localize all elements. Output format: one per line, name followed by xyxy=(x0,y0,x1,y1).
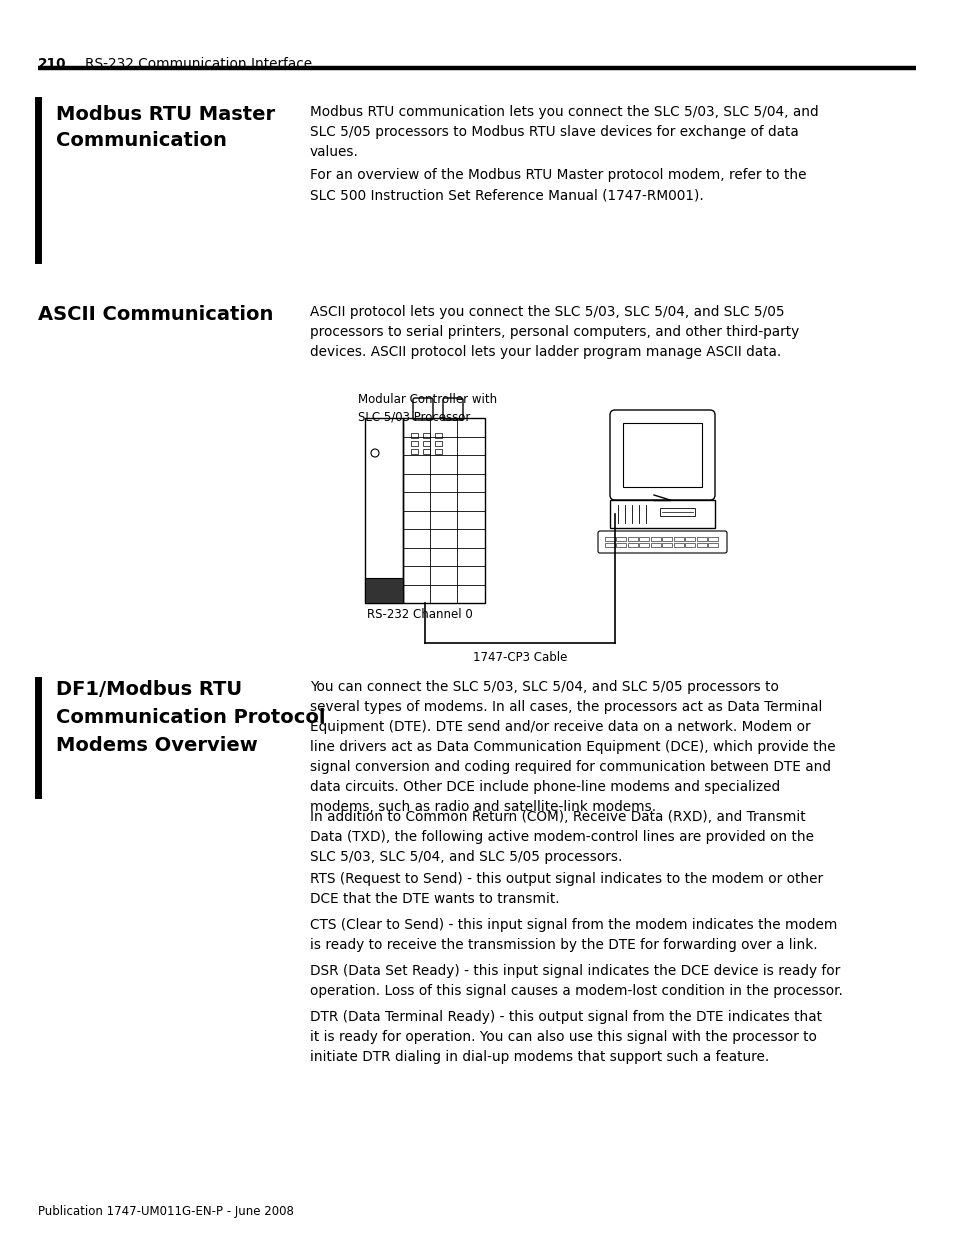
Bar xyxy=(650,537,660,541)
Text: You can connect the SLC 5/03, SLC 5/04, and SLC 5/05 processors to
several types: You can connect the SLC 5/03, SLC 5/04, … xyxy=(310,680,835,814)
Bar xyxy=(673,543,683,547)
Bar xyxy=(673,537,683,541)
Bar xyxy=(422,441,430,446)
Text: 1747-CP3 Cable: 1747-CP3 Cable xyxy=(473,651,567,664)
Text: 210: 210 xyxy=(38,57,67,70)
Bar xyxy=(684,543,695,547)
Bar xyxy=(604,537,615,541)
Text: DF1/Modbus RTU
Communication Protocol
Modems Overview: DF1/Modbus RTU Communication Protocol Mo… xyxy=(56,680,325,755)
Bar xyxy=(411,441,417,446)
Bar xyxy=(411,433,417,438)
Bar xyxy=(639,537,648,541)
Text: ASCII protocol lets you connect the SLC 5/03, SLC 5/04, and SLC 5/05
processors : ASCII protocol lets you connect the SLC … xyxy=(310,305,799,359)
Text: Modbus RTU communication lets you connect the SLC 5/03, SLC 5/04, and
SLC 5/05 p: Modbus RTU communication lets you connec… xyxy=(310,105,818,159)
Bar xyxy=(616,537,625,541)
Text: For an overview of the Modbus RTU Master protocol modem, refer to the
SLC 500 In: For an overview of the Modbus RTU Master… xyxy=(310,168,805,203)
Text: RS-232 Communication Interface: RS-232 Communication Interface xyxy=(85,57,312,70)
Text: Publication 1747-UM011G-EN-P - June 2008: Publication 1747-UM011G-EN-P - June 2008 xyxy=(38,1205,294,1218)
Bar xyxy=(661,543,671,547)
Bar xyxy=(365,417,402,603)
Text: Modular Controller with
SLC 5/03 Processor: Modular Controller with SLC 5/03 Process… xyxy=(357,393,497,424)
Bar xyxy=(365,578,402,603)
Bar xyxy=(411,450,417,454)
Bar xyxy=(616,543,625,547)
Bar xyxy=(422,450,430,454)
Text: CTS (Clear to Send) - this input signal from the modem indicates the modem
is re: CTS (Clear to Send) - this input signal … xyxy=(310,918,837,952)
Text: ASCII Communication: ASCII Communication xyxy=(38,305,274,324)
Bar xyxy=(661,537,671,541)
Bar xyxy=(609,500,714,529)
Text: DSR (Data Set Ready) - this input signal indicates the DCE device is ready for
o: DSR (Data Set Ready) - this input signal… xyxy=(310,965,842,998)
Bar xyxy=(707,543,718,547)
Bar xyxy=(697,537,706,541)
Bar xyxy=(650,543,660,547)
Bar xyxy=(604,543,615,547)
Text: In addition to Common Return (COM), Receive Data (RXD), and Transmit
Data (TXD),: In addition to Common Return (COM), Rece… xyxy=(310,810,813,864)
Text: RS-232 Channel 0: RS-232 Channel 0 xyxy=(367,608,473,621)
Bar xyxy=(435,450,441,454)
Bar xyxy=(435,433,441,438)
Bar xyxy=(402,417,484,603)
Bar xyxy=(639,543,648,547)
Bar xyxy=(435,441,441,446)
Bar xyxy=(684,537,695,541)
Bar xyxy=(707,537,718,541)
Bar xyxy=(659,508,695,516)
Bar xyxy=(622,424,701,487)
Text: RTS (Request to Send) - this output signal indicates to the modem or other
DCE t: RTS (Request to Send) - this output sign… xyxy=(310,872,822,906)
Bar xyxy=(627,543,638,547)
Bar xyxy=(422,433,430,438)
Bar xyxy=(627,537,638,541)
Bar xyxy=(697,543,706,547)
Text: Modbus RTU Master
Communication: Modbus RTU Master Communication xyxy=(56,105,274,151)
Text: DTR (Data Terminal Ready) - this output signal from the DTE indicates that
it is: DTR (Data Terminal Ready) - this output … xyxy=(310,1010,821,1065)
